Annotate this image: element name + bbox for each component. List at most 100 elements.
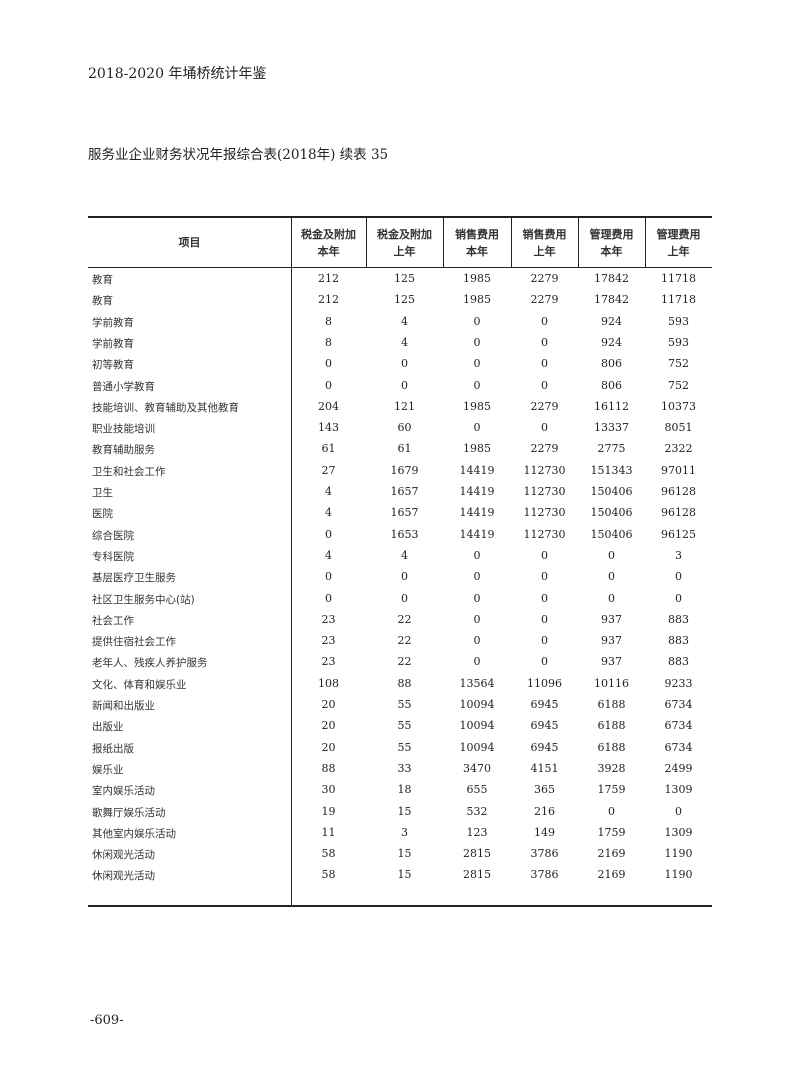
- cell-value: 0: [473, 421, 481, 435]
- cell-value: 10094: [459, 719, 495, 733]
- cell-value: 924: [601, 335, 622, 349]
- column-header-line2: 本年: [317, 244, 340, 258]
- cell-value: 23: [321, 655, 336, 669]
- data-table: 项目 税金及附加 本年 税金及附加 上年 销售费用 本年 销售费用 上年 管理费用 本年 管理费用 上年…: [88, 216, 712, 907]
- column-header-line1: 管理费用: [589, 227, 634, 241]
- cell-value: 61: [321, 442, 336, 456]
- cell-value: 22: [397, 612, 412, 626]
- cell-value: 3928: [597, 761, 626, 775]
- cell-value: 20: [321, 698, 336, 711]
- cell-value: 14419: [459, 527, 495, 541]
- cell-value: 3: [675, 548, 682, 562]
- cell-value: 112730: [523, 506, 566, 520]
- cell-value: 532: [466, 804, 488, 818]
- cell-value: 123: [466, 825, 488, 839]
- cell-value: 112730: [523, 527, 566, 541]
- row-label: 综合医院: [92, 529, 134, 542]
- cell-value: 6734: [664, 698, 693, 711]
- cell-value: 9233: [664, 676, 693, 690]
- cell-value: 3786: [530, 868, 559, 882]
- cell-value: 143: [318, 421, 339, 435]
- row-label: 学前教育: [92, 316, 134, 329]
- cell-value: 20: [321, 740, 336, 754]
- row-label: 技能培训、教育辅助及其他教育: [92, 401, 239, 414]
- row-label: 教育辅助服务: [92, 444, 155, 457]
- cell-value: 1679: [390, 463, 419, 477]
- table-row: 基层医疗卫生服务 0 0 0 0 0 0: [88, 568, 712, 589]
- cell-value: 61: [397, 442, 412, 456]
- row-label: 卫生和社会工作: [92, 465, 166, 478]
- cell-value: 0: [473, 378, 481, 392]
- cell-value: 55: [397, 740, 412, 754]
- cell-value: 924: [601, 314, 622, 328]
- cell-value: 0: [541, 548, 548, 562]
- row-label: 专科医院: [92, 550, 134, 563]
- row-label: 基层医疗卫生服务: [92, 572, 176, 585]
- table-row: 文化、体育和娱乐业 108 88 13564 11096 10116 9233: [88, 675, 712, 696]
- cell-value: 11718: [661, 272, 696, 285]
- cell-value: 0: [608, 591, 615, 605]
- cell-value: 0: [541, 378, 548, 392]
- cell-value: 58: [321, 868, 336, 882]
- cell-value: 0: [675, 591, 682, 605]
- cell-value: 3786: [530, 847, 559, 861]
- cell-value: 23: [321, 634, 336, 648]
- cell-value: 11718: [661, 293, 696, 307]
- row-label: 职业技能培训: [92, 423, 155, 436]
- table-row: 室内娱乐活动 30 18 655 365 1759 1309: [88, 781, 712, 802]
- cell-value: 125: [394, 293, 415, 307]
- cell-value: 0: [325, 591, 332, 605]
- cell-value: 2499: [664, 761, 693, 775]
- cell-value: 4: [325, 548, 332, 562]
- row-label: 医院: [92, 508, 113, 521]
- column-header: 管理费用 上年: [645, 218, 712, 267]
- cell-value: 112730: [523, 485, 566, 498]
- cell-value: 883: [668, 655, 689, 669]
- running-head: 2018-2020 年埇桥统计年鉴: [88, 66, 267, 82]
- table-row: 新闻和出版业 20 55 10094 6945 6188 6734: [88, 696, 712, 717]
- cell-value: 0: [401, 378, 408, 392]
- cell-value: 10116: [594, 676, 629, 690]
- column-header-line1: 项目: [178, 236, 201, 249]
- cell-value: 0: [541, 357, 548, 371]
- table-row: 社区卫生服务中心(站) 0 0 0 0 0 0: [88, 590, 712, 611]
- column-header-line1: 销售费用: [522, 227, 567, 241]
- column-header: 销售费用 本年: [443, 218, 511, 267]
- cell-value: 2775: [597, 442, 626, 456]
- cell-value: 96128: [661, 506, 696, 520]
- cell-value: 22: [397, 634, 412, 648]
- column-header: 税金及附加 上年: [366, 218, 443, 267]
- cell-value: 0: [541, 655, 548, 669]
- cell-value: 204: [318, 399, 339, 413]
- cell-value: 937: [601, 612, 622, 626]
- cell-value: 806: [601, 378, 622, 392]
- cell-value: 1657: [390, 506, 419, 520]
- cell-value: 2279: [530, 293, 559, 307]
- cell-value: 11: [321, 825, 336, 839]
- cell-value: 937: [601, 655, 622, 669]
- cell-value: 112730: [523, 463, 566, 477]
- cell-value: 11096: [527, 676, 562, 690]
- cell-value: 15: [397, 804, 412, 818]
- cell-value: 593: [668, 335, 689, 349]
- table-row: 教育 212 125 1985 2279 17842 11718: [88, 270, 712, 291]
- cell-value: 19: [321, 804, 336, 818]
- column-header: 项目: [88, 218, 291, 267]
- cell-value: 6188: [597, 719, 626, 733]
- row-label: 休闲观光活动: [92, 849, 155, 862]
- cell-value: 0: [401, 591, 408, 605]
- cell-value: 1190: [664, 847, 693, 861]
- cell-value: 0: [325, 527, 332, 541]
- cell-value: 6734: [664, 719, 693, 733]
- table-row: 教育 212 125 1985 2279 17842 11718: [88, 291, 712, 312]
- column-header: 管理费用 本年: [578, 218, 645, 267]
- table-row: 职业技能培训 143 60 0 0 13337 8051: [88, 419, 712, 440]
- column-header-line1: 税金及附加: [301, 227, 356, 241]
- cell-value: 2169: [597, 868, 626, 882]
- table-row: 卫生 4 1657 14419 112730 150406 96128: [88, 483, 712, 504]
- cell-value: 0: [541, 612, 548, 626]
- cell-value: 55: [397, 719, 412, 733]
- column-divider: [291, 218, 292, 905]
- cell-value: 0: [541, 335, 548, 349]
- cell-value: 0: [541, 591, 548, 605]
